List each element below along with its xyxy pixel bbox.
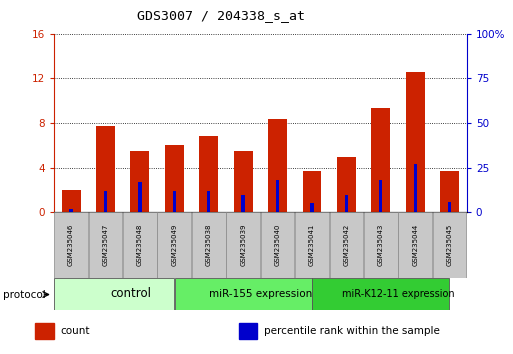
Bar [440, 171, 459, 212]
Bar [123, 212, 157, 278]
Bar [364, 212, 398, 278]
Bar [226, 212, 260, 278]
Bar [276, 180, 279, 212]
Bar [54, 212, 88, 278]
Text: control: control [111, 287, 152, 300]
Bar [268, 119, 287, 212]
Text: protocol: protocol [3, 290, 45, 299]
Text: GSM235041: GSM235041 [309, 224, 315, 266]
Text: GSM235043: GSM235043 [378, 224, 384, 266]
Bar [239, 323, 257, 339]
Bar [312, 278, 449, 310]
Bar [199, 136, 218, 212]
Bar [295, 212, 329, 278]
Bar [104, 191, 107, 212]
Text: GSM235048: GSM235048 [137, 224, 143, 266]
Bar [371, 108, 390, 212]
Bar [303, 171, 322, 212]
Text: GDS3007 / 204338_s_at: GDS3007 / 204338_s_at [136, 9, 305, 22]
Bar [413, 164, 417, 212]
Text: GSM235040: GSM235040 [274, 224, 281, 266]
Bar [69, 209, 73, 212]
Bar [54, 278, 174, 310]
Text: GSM235046: GSM235046 [68, 224, 74, 266]
Bar [399, 212, 432, 278]
Bar [62, 190, 81, 212]
Text: miR-155 expression: miR-155 expression [209, 289, 312, 299]
Text: GSM235038: GSM235038 [206, 224, 212, 267]
Bar [261, 212, 294, 278]
Bar [242, 195, 245, 212]
Bar [130, 151, 149, 212]
Bar [207, 191, 210, 212]
Bar [234, 151, 252, 212]
Bar [138, 182, 142, 212]
Bar [174, 278, 311, 310]
Text: GSM235042: GSM235042 [343, 224, 349, 266]
Text: count: count [61, 326, 90, 336]
Bar [172, 191, 176, 212]
Text: GSM235047: GSM235047 [103, 224, 108, 266]
Bar [329, 212, 363, 278]
Text: GSM235044: GSM235044 [412, 224, 418, 266]
Bar [406, 72, 425, 212]
Bar [337, 156, 356, 212]
Bar [35, 323, 54, 339]
Bar [433, 212, 466, 278]
Bar [192, 212, 226, 278]
Text: GSM235049: GSM235049 [171, 224, 177, 266]
Text: miR-K12-11 expression: miR-K12-11 expression [342, 289, 455, 299]
Bar [89, 212, 122, 278]
Bar [448, 202, 451, 212]
Text: percentile rank within the sample: percentile rank within the sample [264, 326, 440, 336]
Bar [96, 126, 115, 212]
Bar [379, 180, 383, 212]
Bar [310, 204, 313, 212]
Text: GSM235045: GSM235045 [447, 224, 452, 266]
Bar [345, 195, 348, 212]
Bar [157, 212, 191, 278]
Bar [165, 145, 184, 212]
Text: GSM235039: GSM235039 [240, 224, 246, 267]
